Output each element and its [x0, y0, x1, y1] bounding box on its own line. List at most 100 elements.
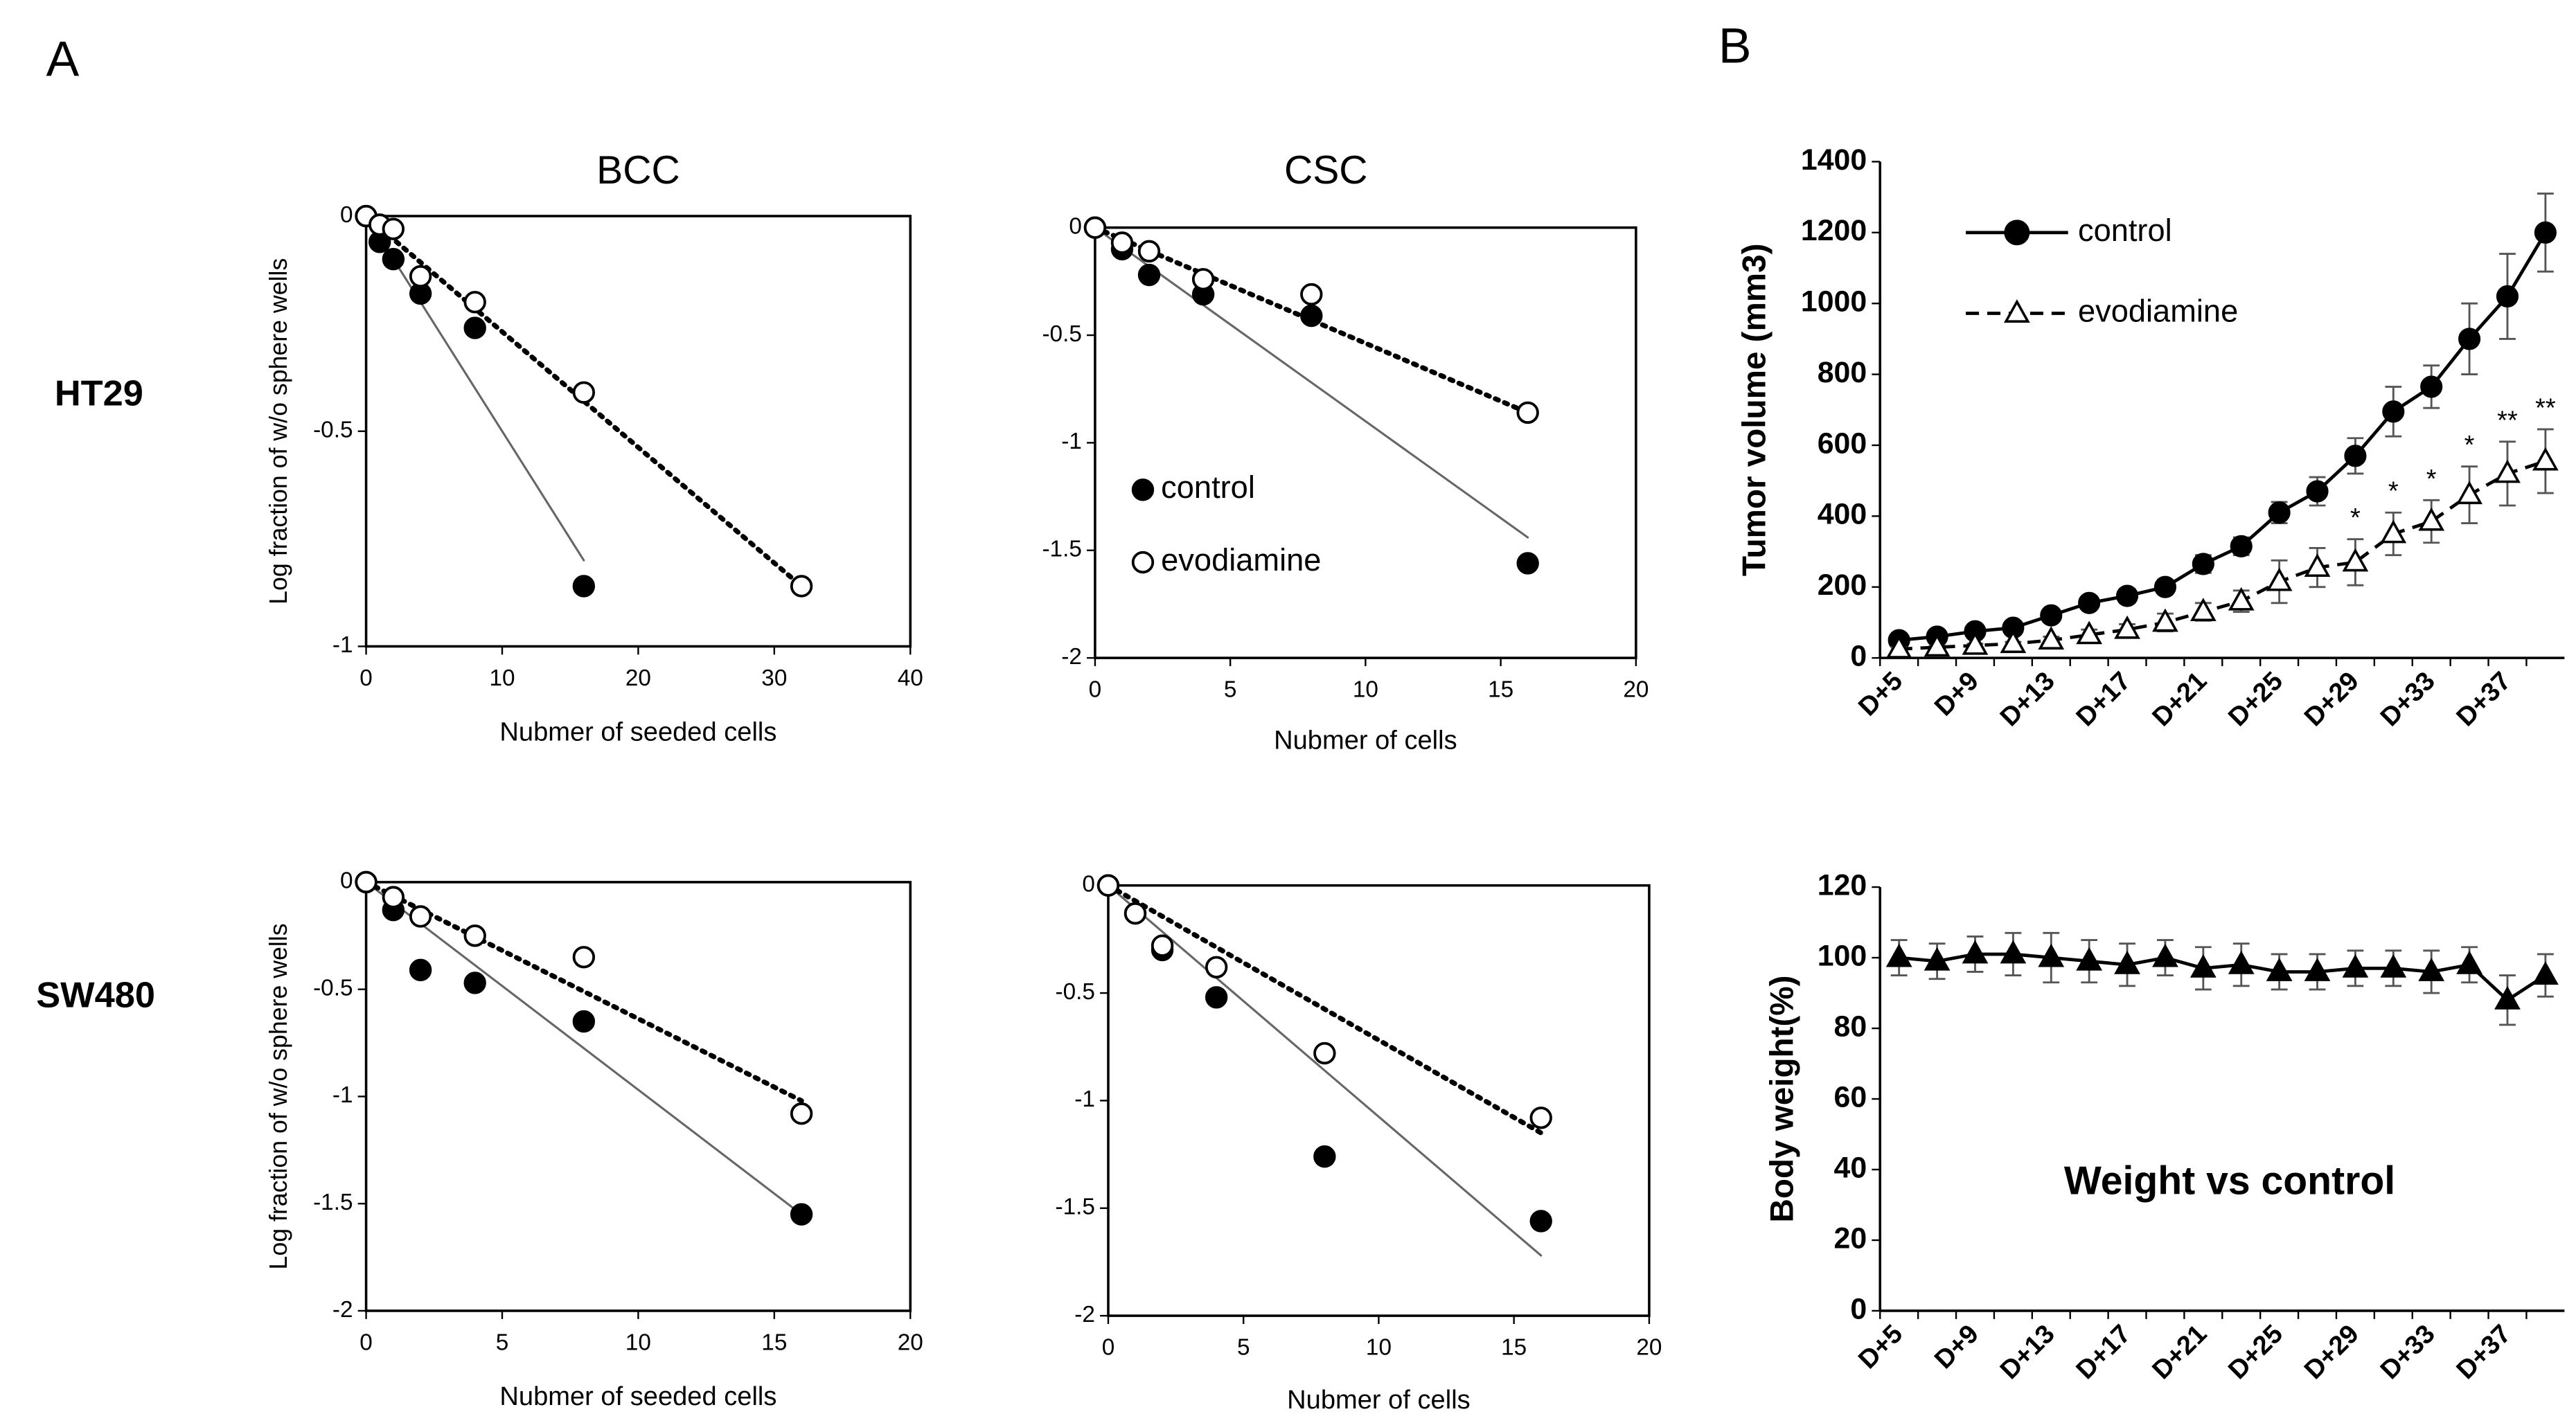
- chart-title: CSC: [1284, 148, 1368, 193]
- y-axis-label: Log fraction of w/o sphere wells: [265, 258, 292, 605]
- significance-label: *: [2350, 503, 2361, 532]
- y-tick-label: -0.5: [1055, 979, 1094, 1005]
- data-point: [409, 958, 432, 982]
- plot-frame: [1107, 884, 1651, 1317]
- data-point: [572, 381, 596, 404]
- data-point: [1529, 1107, 1552, 1129]
- data-point: [2344, 445, 2367, 467]
- y-tick-label: 0: [1069, 213, 1082, 239]
- data-point: [409, 905, 432, 928]
- plot-frame: [1094, 226, 1637, 659]
- y-tick-label: 0: [340, 868, 353, 894]
- data-point: [1083, 216, 1107, 239]
- data-point: [2304, 553, 2331, 578]
- x-axis-label: Nubmer of cells: [1287, 1386, 1471, 1415]
- x-tick-label: 0: [1089, 677, 1102, 703]
- data-point: [2418, 958, 2445, 981]
- x-tick-label: D+33: [2375, 1319, 2441, 1385]
- x-tick-label: D+17: [2071, 1319, 2137, 1385]
- x-tick-label: D+17: [2071, 666, 2137, 732]
- y-axis-label: Body weight(%): [1764, 975, 1801, 1222]
- data-point: [1924, 947, 1951, 971]
- data-point: [2380, 519, 2407, 544]
- y-tick-label: -1.5: [1055, 1194, 1094, 1220]
- data-point: [2078, 591, 2101, 614]
- x-tick-label: 10: [489, 665, 515, 691]
- data-point: [2189, 598, 2217, 622]
- x-tick-label: 5: [496, 1330, 509, 1355]
- x-tick-label: 0: [1102, 1335, 1115, 1361]
- x-axis-label: Nubmer of seeded cells: [499, 1382, 776, 1411]
- y-axis-label: Tumor volume (mm3): [1736, 244, 1773, 577]
- data-point: [2382, 400, 2405, 423]
- data-point: [2040, 604, 2063, 627]
- significance-label: *: [2464, 431, 2475, 460]
- y-tick-label: 400: [1818, 498, 1867, 531]
- data-point: [1300, 283, 1323, 306]
- x-tick-label: D+37: [2451, 666, 2517, 732]
- data-point: [2153, 575, 2177, 598]
- legend-marker: [2003, 299, 2030, 323]
- data-point: [2038, 943, 2065, 967]
- legend-label: control: [1161, 469, 1255, 505]
- data-point: [2304, 958, 2331, 981]
- row-label: SW480: [36, 975, 155, 1015]
- x-tick-label: D+29: [2299, 1319, 2365, 1385]
- data-point: [1924, 633, 1951, 657]
- y-tick-label: -1: [1074, 1086, 1095, 1112]
- fit-line: [365, 215, 585, 562]
- data-point: [2532, 961, 2559, 985]
- x-tick-label: 15: [761, 1330, 787, 1355]
- x-tick-label: 20: [1636, 1335, 1662, 1361]
- annotation: Weight vs control: [2064, 1159, 2395, 1203]
- data-point: [1137, 263, 1161, 287]
- significance-label: **: [2497, 406, 2518, 435]
- data-point: [1096, 874, 1120, 897]
- data-point: [1516, 401, 1539, 424]
- data-point: [2380, 954, 2407, 978]
- data-point: [463, 316, 486, 339]
- data-point: [572, 1010, 596, 1033]
- x-tick-label: 20: [898, 1330, 923, 1355]
- significance-label: *: [2388, 477, 2399, 506]
- row-label: HT29: [55, 373, 143, 413]
- x-tick-label: D+25: [2223, 1319, 2289, 1385]
- data-point: [463, 924, 486, 947]
- x-tick-label: 5: [1224, 677, 1237, 703]
- data-point: [2306, 480, 2329, 503]
- x-tick-label: D+21: [2147, 666, 2213, 732]
- x-tick-label: 30: [761, 665, 787, 691]
- data-point: [1191, 268, 1215, 291]
- data-point: [2342, 548, 2369, 572]
- data-point: [2228, 587, 2255, 611]
- x-tick-label: D+33: [2375, 666, 2441, 732]
- data-point: [2266, 958, 2293, 981]
- y-tick-label: 0: [340, 202, 353, 228]
- data-point: [572, 575, 596, 598]
- x-axis-label: Nubmer of seeded cells: [499, 718, 776, 747]
- y-tick-label: 600: [1818, 427, 1867, 460]
- fit-line: [1107, 884, 1543, 1257]
- x-tick-label: 15: [1501, 1335, 1527, 1361]
- data-point: [1123, 902, 1147, 925]
- legend-marker: [1131, 478, 1155, 501]
- data-point: [409, 265, 432, 288]
- data-point: [2342, 954, 2369, 978]
- plot-frame: [364, 881, 912, 1312]
- data-point: [355, 870, 377, 894]
- y-tick-label: -1.5: [313, 1190, 353, 1215]
- x-tick-label: D+5: [1853, 666, 1908, 722]
- x-tick-label: D+9: [1929, 1319, 1984, 1375]
- data-point: [2268, 501, 2291, 524]
- y-tick-label: -0.5: [313, 975, 353, 1001]
- data-point: [2532, 447, 2559, 471]
- fit-line: [1094, 226, 1529, 539]
- y-tick-label: 60: [1834, 1080, 1867, 1113]
- significance-label: **: [2535, 393, 2556, 422]
- y-tick-label: 20: [1834, 1221, 1867, 1255]
- data-point: [1137, 240, 1161, 263]
- data-point: [1962, 940, 1989, 964]
- y-tick-label: 1400: [1801, 143, 1867, 177]
- x-tick-label: 15: [1488, 677, 1513, 703]
